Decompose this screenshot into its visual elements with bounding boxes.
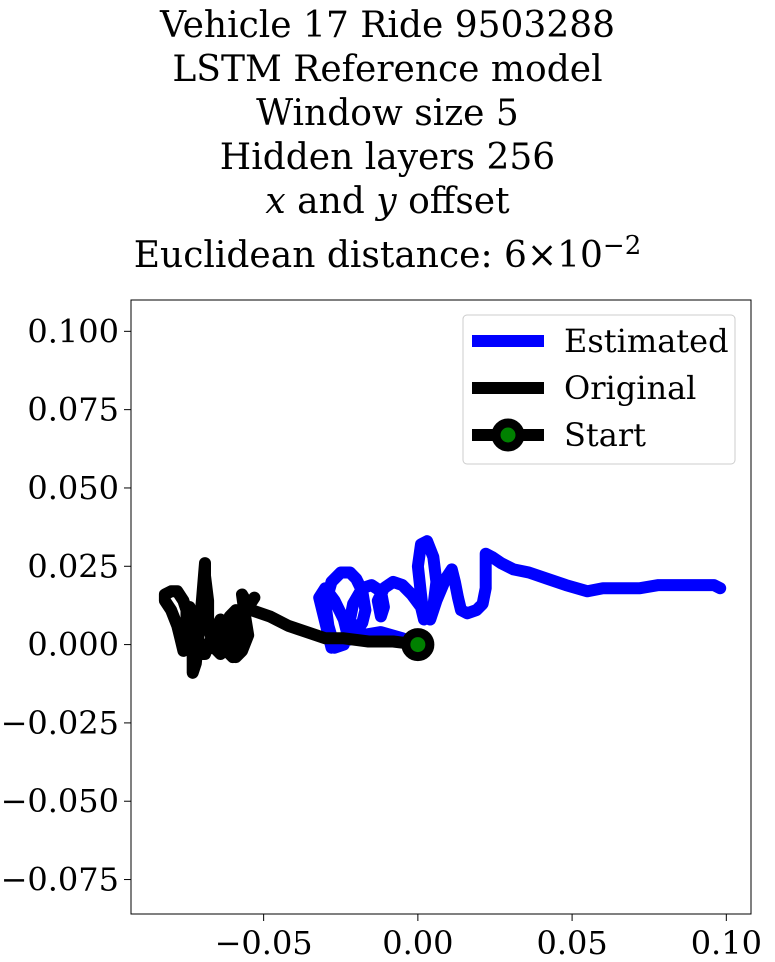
title-distance-times: ×	[526, 235, 558, 276]
y-axis: 0.100 0.075 0.050 0.025 0.000 −0.025 −0.050 −0.…	[1, 312, 131, 899]
title-line-4: Hidden layers 256	[219, 137, 556, 178]
legend-label: Estimated	[564, 322, 729, 360]
title-distance-exponent: −2	[602, 231, 642, 261]
legend-start-marker	[491, 418, 525, 452]
y-tick-label: 0.025	[27, 547, 119, 585]
title-line-3: Window size 5	[256, 93, 519, 134]
title-x-symbol: x	[265, 181, 286, 222]
legend-label: Start	[564, 416, 646, 454]
y-tick-label: −0.075	[1, 861, 119, 899]
legend-label: Original	[564, 369, 696, 407]
x-tick-label: 0.05	[536, 924, 607, 962]
x-tick-label: −0.05	[215, 924, 313, 962]
plot-frame	[130, 299, 752, 915]
title-distance-base: 10	[557, 235, 603, 276]
legend: Estimated Original Start	[462, 314, 736, 465]
title-line-2: LSTM Reference model	[172, 49, 603, 90]
series-line-estimated	[313, 535, 727, 654]
title-offset-text: offset	[396, 181, 510, 222]
x-axis: −0.05 0.00 0.05 0.10	[215, 914, 762, 962]
x-tick-label: 0.00	[382, 924, 453, 962]
title-line-1: Vehicle 17 Ride 9503288	[159, 5, 616, 46]
title-distance-prefix: Euclidean distance:	[133, 235, 505, 276]
series-layer	[158, 535, 727, 679]
title-y-symbol: y	[376, 181, 397, 222]
y-tick-label: −0.025	[1, 704, 119, 742]
title-and-text: and	[285, 181, 377, 222]
title-line-5: x and y offset	[0, 180, 775, 224]
y-tick-label: 0.050	[27, 469, 119, 507]
y-tick-label: 0.100	[27, 312, 119, 350]
title-line-6: Euclidean distance: 6×10−2	[0, 224, 775, 278]
chart-title: Vehicle 17 Ride 9503288 LSTM Reference m…	[0, 4, 775, 278]
y-tick-label: −0.050	[1, 782, 119, 820]
y-tick-label: 0.000	[27, 626, 119, 664]
legend-box	[462, 314, 736, 465]
y-tick-label: 0.075	[27, 391, 119, 429]
x-tick-label: 0.10	[691, 924, 762, 962]
title-distance-mantissa: 6	[504, 235, 527, 276]
start-marker	[401, 628, 435, 662]
series-line-original	[158, 557, 424, 679]
